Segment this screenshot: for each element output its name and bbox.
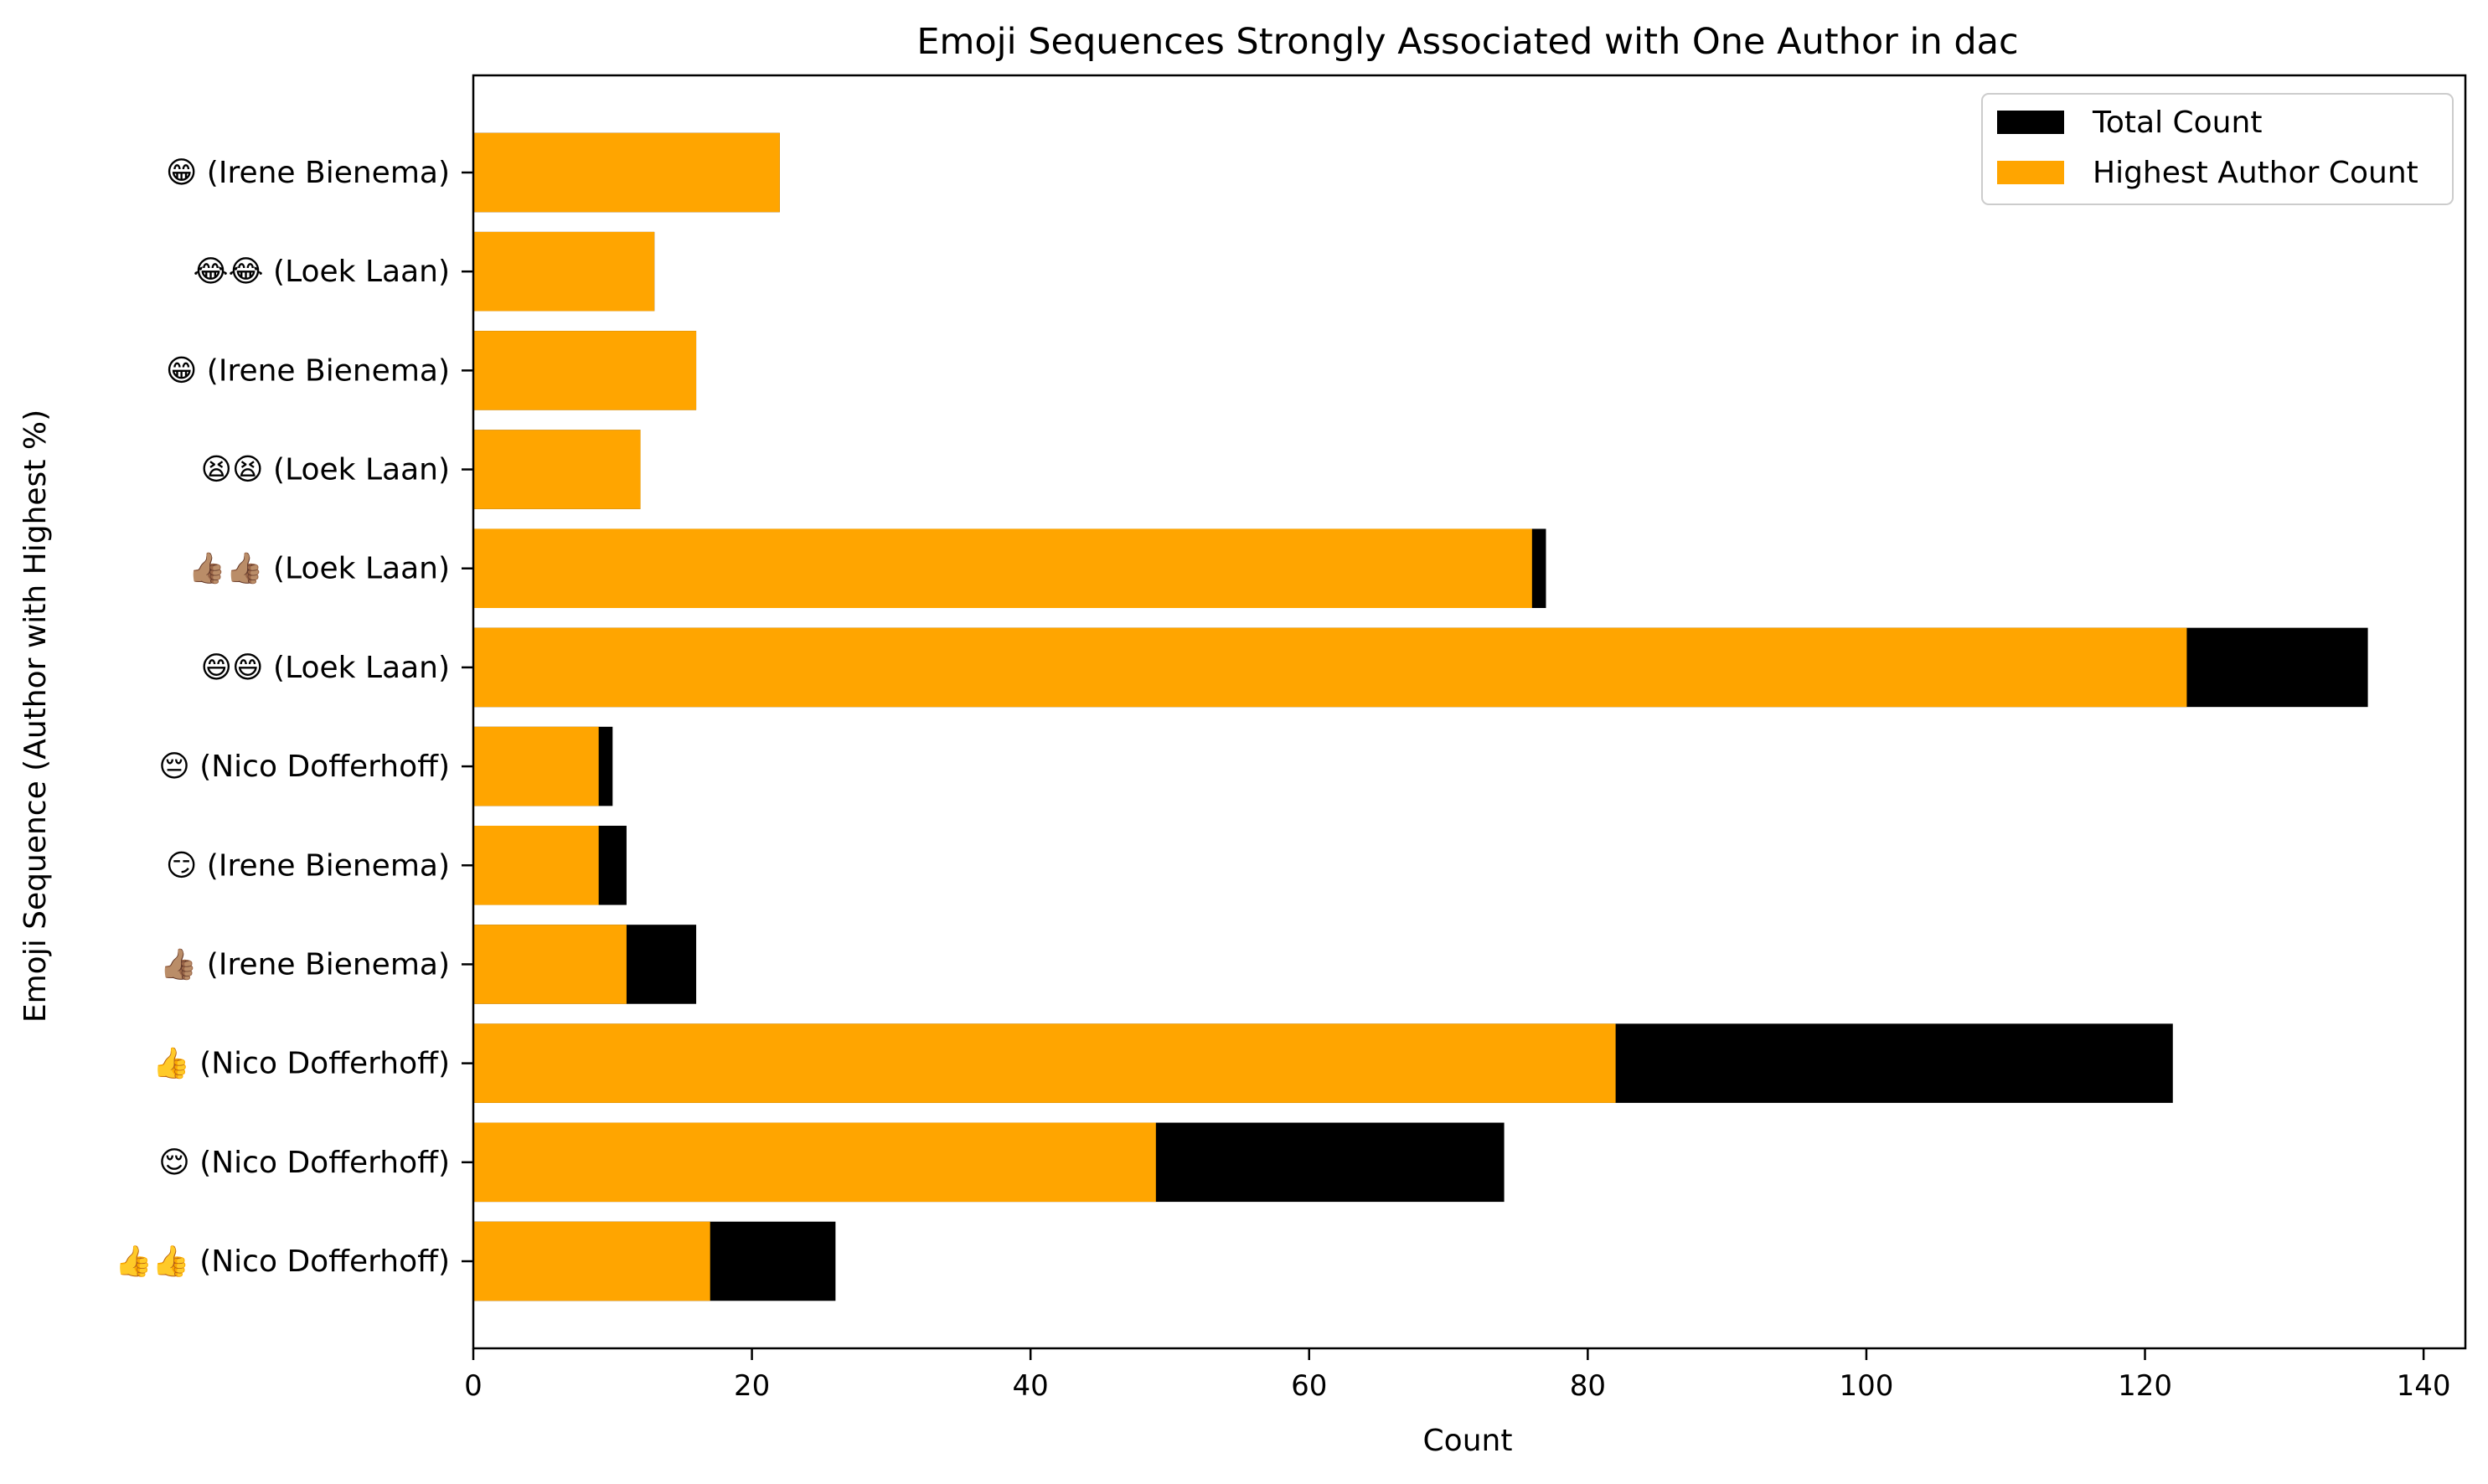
- chart-title: Emoji Sequences Strongly Associated with…: [916, 21, 2018, 63]
- y-tick-label-8: 👍🏽 (Irene Bienema): [160, 946, 450, 982]
- plot-frame: [472, 74, 2467, 1350]
- bar-highest-author-count-1: [473, 231, 655, 312]
- legend-swatch-0: [1997, 111, 2064, 134]
- y-tick-label-9: 👍 (Nico Dofferhoff): [152, 1046, 450, 1081]
- x-tick-label-2: 40: [1013, 1369, 1049, 1403]
- y-tick-label-0: 😁 (Irene Bienema): [166, 156, 450, 190]
- y-tick-label-2: 😁 (Irene Bienema): [166, 353, 450, 388]
- bar-highest-author-count-0: [473, 132, 780, 213]
- bar-highest-author-count-8: [473, 925, 627, 1004]
- bar-highest-author-count-9: [473, 1023, 1616, 1103]
- bar-highest-author-count-5: [473, 627, 2187, 708]
- x-tick-label-7: 140: [2397, 1369, 2451, 1403]
- bar-highest-author-count-3: [473, 430, 641, 509]
- legend-swatch-1: [1997, 161, 2064, 184]
- bar-highest-author-count-10: [473, 1122, 1156, 1203]
- bar-highest-author-count-7: [473, 826, 599, 905]
- x-tick-label-3: 60: [1291, 1369, 1327, 1403]
- x-axis-ticks: 0 20 40 60 80 100 120 140: [464, 1348, 2451, 1403]
- bar-highest-author-count-4: [473, 528, 1532, 608]
- y-tick-label-11: 👍👍 (Nico Dofferhoff): [115, 1244, 450, 1279]
- legend-label-1: Highest Author Count: [2093, 156, 2418, 190]
- bar-highest-author-count-2: [473, 331, 697, 410]
- legend-label-0: Total Count: [2092, 106, 2262, 140]
- x-tick-label-5: 100: [1839, 1369, 1893, 1403]
- y-tick-label-3: 😫😫 (Loek Laan): [201, 453, 450, 487]
- y-tick-label-7: 😏 (Irene Bienema): [166, 848, 450, 883]
- bar-highest-author-count-6: [473, 726, 599, 806]
- x-tick-label-4: 80: [1570, 1369, 1606, 1403]
- x-tick-label-1: 20: [734, 1369, 770, 1403]
- bars-layer: [473, 132, 2368, 1301]
- legend-box: [1981, 93, 2454, 205]
- y-axis-label: Emoji Sequence (Author with Highest %): [18, 410, 53, 1023]
- bar-highest-author-count-11: [473, 1221, 710, 1301]
- x-axis-label: Count: [1423, 1424, 1513, 1458]
- x-tick-label-6: 120: [2118, 1369, 2172, 1403]
- category-labels: 😁 (Irene Bienema) 😂😂 (Loek Laan) 😁 (Irene …: [115, 156, 473, 1279]
- y-tick-label-4: 👍🏽👍🏽 (Loek Laan): [188, 551, 450, 586]
- y-tick-label-1: 😂😂 (Loek Laan): [193, 255, 450, 289]
- x-tick-label-0: 0: [464, 1369, 483, 1403]
- y-tick-label-10: 😌 (Nico Dofferhoff): [158, 1146, 450, 1180]
- y-tick-label-5: 😄😄 (Loek Laan): [201, 651, 450, 685]
- legend: Total Count Highest Author Count: [1981, 93, 2454, 205]
- y-tick-label-6: 😔 (Nico Dofferhoff): [158, 750, 450, 784]
